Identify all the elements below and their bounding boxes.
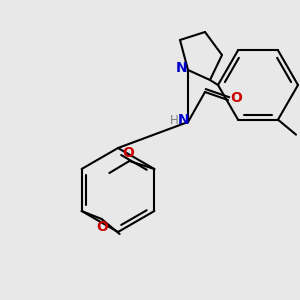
Text: O: O: [122, 146, 134, 160]
Text: O: O: [230, 91, 242, 105]
Text: H: H: [169, 113, 178, 127]
Text: O: O: [97, 220, 109, 234]
Text: N: N: [176, 61, 188, 75]
Text: N: N: [178, 113, 190, 127]
